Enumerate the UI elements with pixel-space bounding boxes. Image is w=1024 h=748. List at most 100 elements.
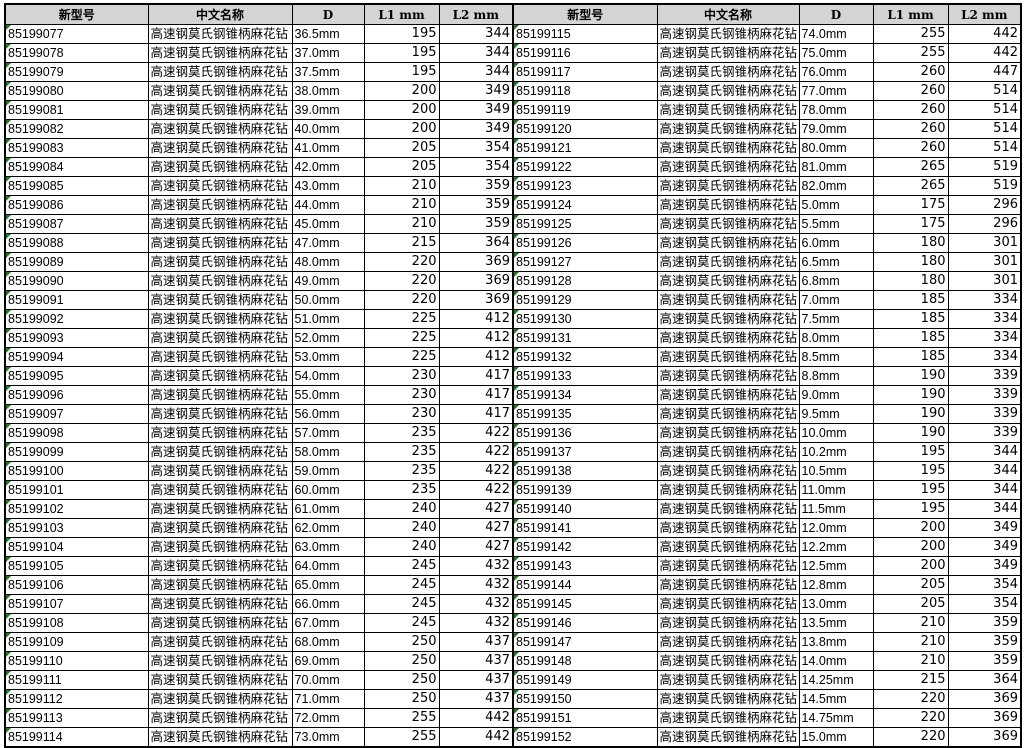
cell-l1[interactable]: 190 — [872, 366, 949, 386]
cell-l2[interactable]: 514 — [947, 100, 1022, 120]
cell-l2[interactable]: 369 — [438, 252, 514, 272]
cell-diameter[interactable]: 70.0mm — [291, 670, 365, 690]
cell-model[interactable]: 85199140 — [512, 499, 658, 519]
cell-model[interactable]: 85199077 — [4, 24, 149, 44]
cell-model[interactable]: 85199146 — [512, 613, 658, 633]
cell-l2[interactable]: 427 — [438, 537, 514, 557]
cell-diameter[interactable]: 9.5mm — [798, 404, 874, 424]
cell-l2[interactable]: 422 — [438, 442, 514, 462]
cell-diameter[interactable]: 49.0mm — [291, 271, 365, 291]
cell-l1[interactable]: 260 — [872, 62, 949, 82]
cell-diameter[interactable]: 68.0mm — [291, 632, 365, 652]
cell-l1[interactable]: 205 — [363, 138, 440, 158]
cell-name[interactable]: 高速钢莫氏钢锥柄麻花钻 — [147, 442, 293, 462]
cell-model[interactable]: 85199112 — [4, 689, 149, 709]
cell-diameter[interactable]: 14.75mm — [798, 708, 874, 728]
cell-diameter[interactable]: 10.2mm — [798, 442, 874, 462]
cell-model[interactable]: 85199150 — [512, 689, 658, 709]
cell-l2[interactable]: 344 — [438, 24, 514, 44]
cell-model[interactable]: 85199145 — [512, 594, 658, 614]
cell-name[interactable]: 高速钢莫氏钢锥柄麻花钻 — [656, 670, 800, 690]
cell-diameter[interactable]: 10.0mm — [798, 423, 874, 443]
cell-l1[interactable]: 250 — [363, 632, 440, 652]
cell-l1[interactable]: 240 — [363, 518, 440, 538]
cell-name[interactable]: 高速钢莫氏钢锥柄麻花钻 — [656, 423, 800, 443]
cell-l1[interactable]: 225 — [363, 309, 440, 329]
cell-model[interactable]: 85199089 — [4, 252, 149, 272]
cell-model[interactable]: 85199115 — [512, 24, 658, 44]
cell-l1[interactable]: 260 — [872, 100, 949, 120]
cell-name[interactable]: 高速钢莫氏钢锥柄麻花钻 — [147, 537, 293, 557]
cell-name[interactable]: 高速钢莫氏钢锥柄麻花钻 — [147, 290, 293, 310]
cell-diameter[interactable]: 73.0mm — [291, 727, 365, 748]
header-l1[interactable]: L1 mm — [363, 3, 440, 25]
cell-model[interactable]: 85199113 — [4, 708, 149, 728]
cell-model[interactable]: 85199079 — [4, 62, 149, 82]
cell-name[interactable]: 高速钢莫氏钢锥柄麻花钻 — [147, 499, 293, 519]
cell-l2[interactable]: 427 — [438, 499, 514, 519]
cell-l2[interactable]: 442 — [947, 24, 1022, 44]
cell-l1[interactable]: 195 — [872, 461, 949, 481]
cell-l2[interactable]: 422 — [438, 461, 514, 481]
cell-l2[interactable]: 339 — [947, 404, 1022, 424]
cell-name[interactable]: 高速钢莫氏钢锥柄麻花钻 — [147, 423, 293, 443]
cell-diameter[interactable]: 67.0mm — [291, 613, 365, 633]
cell-name[interactable]: 高速钢莫氏钢锥柄麻花钻 — [147, 271, 293, 291]
cell-l1[interactable]: 200 — [872, 537, 949, 557]
cell-name[interactable]: 高速钢莫氏钢锥柄麻花钻 — [656, 556, 800, 576]
cell-diameter[interactable]: 13.8mm — [798, 632, 874, 652]
cell-diameter[interactable]: 13.0mm — [798, 594, 874, 614]
cell-diameter[interactable]: 40.0mm — [291, 119, 365, 139]
cell-name[interactable]: 高速钢莫氏钢锥柄麻花钻 — [656, 442, 800, 462]
cell-l2[interactable]: 369 — [947, 708, 1022, 728]
cell-l1[interactable]: 225 — [363, 347, 440, 367]
cell-l1[interactable]: 185 — [872, 309, 949, 329]
cell-l2[interactable]: 301 — [947, 271, 1022, 291]
cell-model[interactable]: 85199110 — [4, 651, 149, 671]
cell-l2[interactable]: 334 — [947, 328, 1022, 348]
cell-model[interactable]: 85199104 — [4, 537, 149, 557]
cell-diameter[interactable]: 14.5mm — [798, 689, 874, 709]
cell-l1[interactable]: 200 — [363, 81, 440, 101]
cell-l1[interactable]: 235 — [363, 442, 440, 462]
cell-diameter[interactable]: 42.0mm — [291, 157, 365, 177]
cell-l2[interactable]: 422 — [438, 423, 514, 443]
cell-l2[interactable]: 344 — [438, 62, 514, 82]
cell-model[interactable]: 85199088 — [4, 233, 149, 253]
cell-l2[interactable]: 344 — [438, 43, 514, 63]
cell-l2[interactable]: 447 — [947, 62, 1022, 82]
cell-diameter[interactable]: 5.5mm — [798, 214, 874, 234]
cell-model[interactable]: 85199138 — [512, 461, 658, 481]
cell-l2[interactable]: 349 — [438, 81, 514, 101]
cell-model[interactable]: 85199087 — [4, 214, 149, 234]
cell-diameter[interactable]: 39.0mm — [291, 100, 365, 120]
cell-model[interactable]: 85199131 — [512, 328, 658, 348]
cell-model[interactable]: 85199116 — [512, 43, 658, 63]
cell-name[interactable]: 高速钢莫氏钢锥柄麻花钻 — [656, 176, 800, 196]
cell-l1[interactable]: 180 — [872, 233, 949, 253]
cell-diameter[interactable]: 7.0mm — [798, 290, 874, 310]
cell-name[interactable]: 高速钢莫氏钢锥柄麻花钻 — [147, 138, 293, 158]
cell-model[interactable]: 85199080 — [4, 81, 149, 101]
cell-l2[interactable]: 432 — [438, 613, 514, 633]
cell-model[interactable]: 85199132 — [512, 347, 658, 367]
cell-diameter[interactable]: 66.0mm — [291, 594, 365, 614]
cell-l1[interactable]: 205 — [363, 157, 440, 177]
cell-name[interactable]: 高速钢莫氏钢锥柄麻花钻 — [147, 328, 293, 348]
cell-diameter[interactable]: 52.0mm — [291, 328, 365, 348]
cell-diameter[interactable]: 8.0mm — [798, 328, 874, 348]
cell-model[interactable]: 85199119 — [512, 100, 658, 120]
cell-name[interactable]: 高速钢莫氏钢锥柄麻花钻 — [147, 195, 293, 215]
cell-model[interactable]: 85199139 — [512, 480, 658, 500]
cell-diameter[interactable]: 44.0mm — [291, 195, 365, 215]
cell-model[interactable]: 85199081 — [4, 100, 149, 120]
cell-l2[interactable]: 354 — [947, 575, 1022, 595]
cell-name[interactable]: 高速钢莫氏钢锥柄麻花钻 — [147, 518, 293, 538]
cell-model[interactable]: 85199152 — [512, 727, 658, 748]
cell-l1[interactable]: 190 — [872, 404, 949, 424]
cell-name[interactable]: 高速钢莫氏钢锥柄麻花钻 — [147, 556, 293, 576]
cell-name[interactable]: 高速钢莫氏钢锥柄麻花钻 — [147, 214, 293, 234]
header-name[interactable]: 中文名称 — [656, 3, 800, 25]
cell-name[interactable]: 高速钢莫氏钢锥柄麻花钻 — [147, 613, 293, 633]
cell-name[interactable]: 高速钢莫氏钢锥柄麻花钻 — [656, 271, 800, 291]
